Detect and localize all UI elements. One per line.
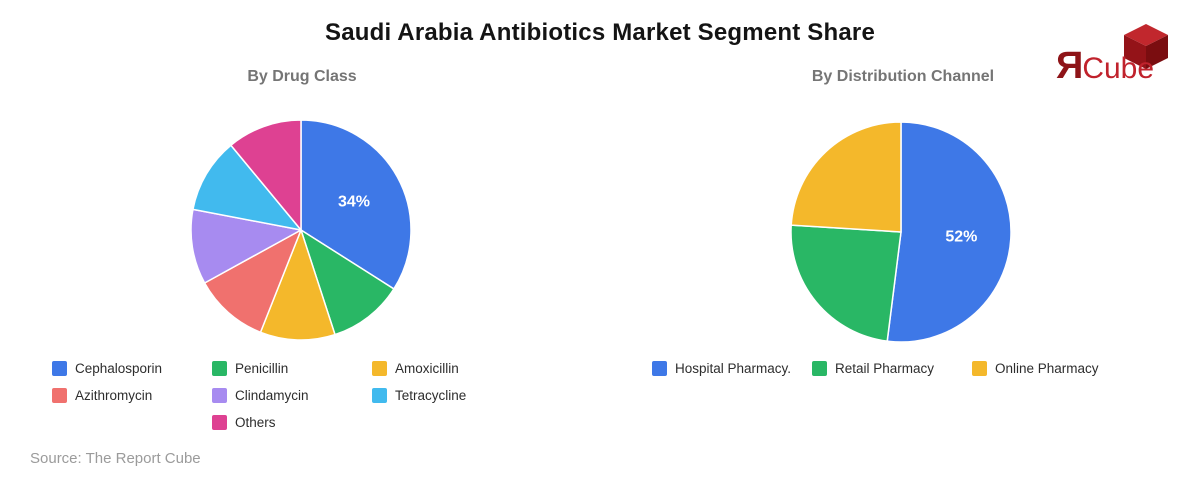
- pie-slice-tetracycline: [192, 144, 302, 231]
- pie-slice-retail-pharmacy: [790, 224, 902, 342]
- pie-chart-distribution-channel: 52%: [790, 121, 1012, 343]
- legend-swatch: [212, 360, 227, 376]
- legend-distribution-channel: Hospital Pharmacy. Retail Pharmacy Online …: [652, 360, 1132, 376]
- legend-item-penicillin: Penicillin: [212, 360, 372, 376]
- right-chart-subtitle: By Distribution Channel: [811, 68, 995, 85]
- cube-left-face: [1124, 35, 1146, 69]
- legend-label: Amoxicillin: [395, 360, 459, 376]
- cube-right-face: [1146, 35, 1168, 69]
- legend-label: Tetracycline: [395, 387, 467, 403]
- legend-label: Others: [235, 414, 276, 430]
- pie-slice-online-pharmacy: [790, 121, 902, 233]
- legend-swatch: [652, 360, 667, 376]
- source-note: Source: The Report Cube: [30, 450, 201, 467]
- legend-item-online-pharmacy: Online Pharmacy: [972, 360, 1132, 376]
- legend-swatch: [372, 360, 387, 376]
- legend-label: Online Pharmacy: [995, 360, 1099, 376]
- legend-label: Hospital Pharmacy.: [675, 360, 792, 376]
- legend-item-tetracycline: Tetracycline: [372, 387, 532, 403]
- legend-item-clindamycin: Clindamycin: [212, 387, 372, 403]
- legend-label: Penicillin: [235, 360, 289, 376]
- legend-item-cephalosporin: Cephalosporin: [52, 360, 212, 376]
- pie-chart-drug-class: 34%: [190, 119, 412, 341]
- logo-mark: Я: [1056, 45, 1083, 87]
- legend-item-azithromycin: Azithromycin: [52, 387, 212, 403]
- pie-slice-penicillin: [300, 229, 395, 336]
- logo-text: ЯCube: [1056, 47, 1154, 85]
- slice-percent-label: 34%: [338, 193, 370, 210]
- pie-slice-clindamycin: [190, 208, 302, 284]
- pie-slice-others: [230, 119, 302, 231]
- slice-percent-label: 52%: [945, 228, 977, 245]
- legend-label: Azithromycin: [75, 387, 153, 403]
- cube-icon: [1124, 24, 1168, 69]
- legend-label: Retail Pharmacy: [835, 360, 935, 376]
- legend-swatch: [812, 360, 827, 376]
- pie-slice-amoxicillin: [259, 229, 336, 341]
- logo-name: Cube: [1082, 52, 1155, 85]
- legend-item-amoxicillin: Amoxicillin: [372, 360, 532, 376]
- pie-slice-hospital-pharmacy: [886, 121, 1012, 343]
- legend-swatch: [212, 414, 227, 430]
- legend-swatch: [212, 387, 227, 403]
- legend-label: Clindamycin: [235, 387, 309, 403]
- legend-label: Cephalosporin: [75, 360, 163, 376]
- legend-swatch: [52, 387, 67, 403]
- legend-swatch: [972, 360, 987, 376]
- legend-item-retail-pharmacy: Retail Pharmacy: [812, 360, 972, 376]
- page-title: Saudi Arabia Antibiotics Market Segment …: [324, 19, 876, 46]
- brand-logo: ЯCube: [1056, 24, 1168, 85]
- legend-swatch: [52, 360, 67, 376]
- legend-item-others: Others: [212, 414, 372, 430]
- legend-item-hospital-pharmacy: Hospital Pharmacy.: [652, 360, 812, 376]
- pie-slice-azithromycin: [203, 229, 302, 334]
- legend-drug-class: Cephalosporin Penicillin Amoxicillin Azithr…: [52, 360, 532, 430]
- left-chart-subtitle: By Drug Class: [247, 68, 357, 85]
- legend-swatch: [372, 387, 387, 403]
